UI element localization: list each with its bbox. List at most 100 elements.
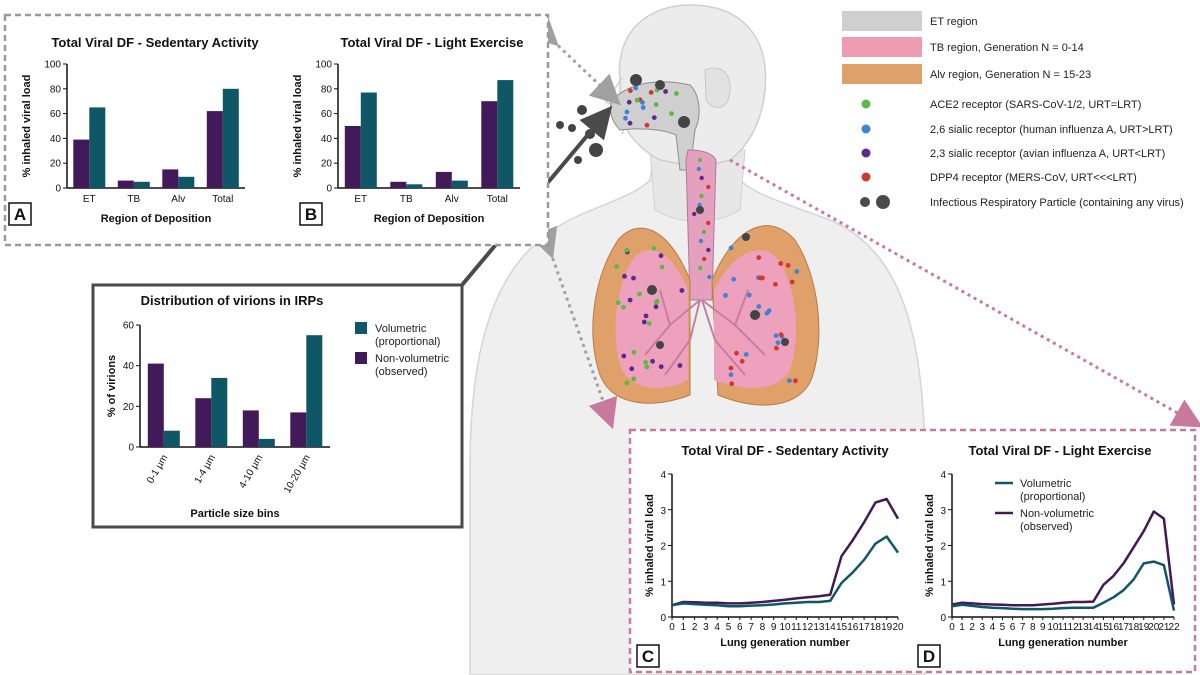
legend-swatch-0 <box>842 11 922 31</box>
receptor-dot <box>631 349 637 355</box>
chart-title: Total Viral DF - Light Exercise <box>968 443 1151 458</box>
receptor-dot <box>698 265 703 271</box>
receptor-dot <box>644 364 650 370</box>
receptor-dot <box>789 279 795 285</box>
receptor-dot <box>701 229 707 235</box>
series-line-1 <box>671 535 900 608</box>
y-tick-label: 60 <box>321 109 333 120</box>
receptor-dot <box>692 211 697 217</box>
chart-title: Distribution of virions in IRPs <box>141 293 324 308</box>
receptor-dot <box>627 120 633 126</box>
bar-0-1 µm-1 <box>163 430 180 447</box>
bar-1-4 µm-0 <box>195 398 212 447</box>
chart-title: Total Viral DF - Sedentary Activity <box>51 35 259 50</box>
chart-c: Total Viral DF - Sedentary Activity01234… <box>644 443 904 649</box>
receptor-dot <box>651 246 657 251</box>
receptor-dot <box>698 238 704 244</box>
x-tick-label: 10 <box>779 622 791 633</box>
series-line-0 <box>951 510 1176 607</box>
bar-ET-0 <box>73 139 90 188</box>
receptor-dot <box>637 291 642 297</box>
receptor-dot <box>756 304 762 309</box>
receptor-dot <box>615 300 621 306</box>
receptor-dot <box>631 275 636 281</box>
chart-a: Total Viral DF - Sedentary Activity 0 20 40… <box>21 35 259 225</box>
bar-Alv-0 <box>435 171 452 188</box>
x-tick-label: Total <box>212 194 233 205</box>
receptor-dot <box>624 247 630 253</box>
y-tick-label: 3 <box>940 506 946 517</box>
bar-Alv-0 <box>162 169 179 188</box>
receptor-dot <box>778 332 784 337</box>
receptor-dot <box>793 378 798 384</box>
bar-ET-1 <box>89 107 106 188</box>
y-tick-label: 1 <box>940 577 946 588</box>
receptor-dot <box>706 220 711 226</box>
receptor-dot <box>646 321 652 326</box>
y-tick-label: 100 <box>44 60 61 71</box>
panel-letters: A B C D <box>8 202 941 668</box>
receptor-dot <box>699 193 704 199</box>
receptor-dot <box>648 90 654 95</box>
receptor-dot <box>696 166 701 172</box>
x-tick-label: 20 <box>892 622 904 633</box>
y-tick-label: 40 <box>321 134 333 145</box>
y-tick-label: 2 <box>940 542 946 553</box>
receptor-dot <box>621 304 626 310</box>
bar-4-10 µm-1 <box>258 438 275 447</box>
bar-10-20 µm-0 <box>290 412 307 447</box>
x-tick-label: 9 <box>1040 622 1046 633</box>
x-tick-label: 5 <box>1000 622 1006 633</box>
bar-Total-1 <box>497 80 514 188</box>
y-axis-label: % inhaled viral load <box>644 494 656 597</box>
y-tick-label: 1 <box>660 577 666 588</box>
receptor-dot <box>629 366 635 372</box>
receptor-dot <box>677 363 683 368</box>
receptor-dot <box>794 269 800 274</box>
receptor-dot <box>734 350 739 356</box>
receptor-dot <box>731 276 737 282</box>
receptor-dot <box>640 105 646 110</box>
legend-particle-large <box>876 195 890 209</box>
receptor-dot <box>728 365 734 371</box>
receptor-dot <box>773 333 779 338</box>
legend-label-7: Infectious Respiratory Particle (contain… <box>930 197 1184 209</box>
receptor-dot <box>624 380 630 386</box>
x-tick-label: TB <box>127 194 140 205</box>
bar-Total-0 <box>481 101 498 188</box>
receptor-dot <box>775 340 781 346</box>
receptor-dot <box>773 281 778 287</box>
receptor-dot <box>787 378 792 383</box>
receptor-dot <box>739 358 745 364</box>
receptor-dot <box>669 111 674 116</box>
x-axis-label: Region of Deposition <box>374 213 485 225</box>
x-tick-label: 16 <box>847 622 859 633</box>
receptor-dot <box>626 99 632 105</box>
legend-dot-5 <box>861 148 871 158</box>
x-tick-label: 8 <box>1030 622 1036 633</box>
x-tick-label: 6 <box>1010 622 1016 633</box>
receptor-dot <box>723 293 728 298</box>
x-tick-label: 9 <box>771 622 777 633</box>
receptor-dot <box>728 245 734 251</box>
x-tick-label: 15 <box>1098 622 1110 633</box>
receptor-dot <box>633 85 639 91</box>
receptor-dot <box>659 264 665 270</box>
x-tick-label: 4 <box>714 622 720 633</box>
panel-letter-c: C <box>642 647 654 666</box>
x-tick-label: 12 <box>1068 622 1080 633</box>
y-tick-label: 0 <box>940 613 946 624</box>
receptor-dot <box>622 273 627 279</box>
receptor-dot <box>697 157 703 163</box>
receptor-dot <box>624 109 630 115</box>
x-tick-label: Alv <box>171 194 185 205</box>
x-axis-label: Region of Deposition <box>101 213 212 225</box>
x-tick-label: ET <box>354 194 367 205</box>
legend-label-1: TB region, Generation N = 0-14 <box>930 42 1084 54</box>
x-tick-label: 14 <box>825 622 837 633</box>
legend-text: (proportional) <box>375 336 440 348</box>
x-tick-label: 22 <box>1168 622 1180 633</box>
legend-text: Volumetric <box>1020 478 1072 490</box>
receptor-dot <box>643 313 649 319</box>
y-tick-label: 20 <box>50 159 62 170</box>
